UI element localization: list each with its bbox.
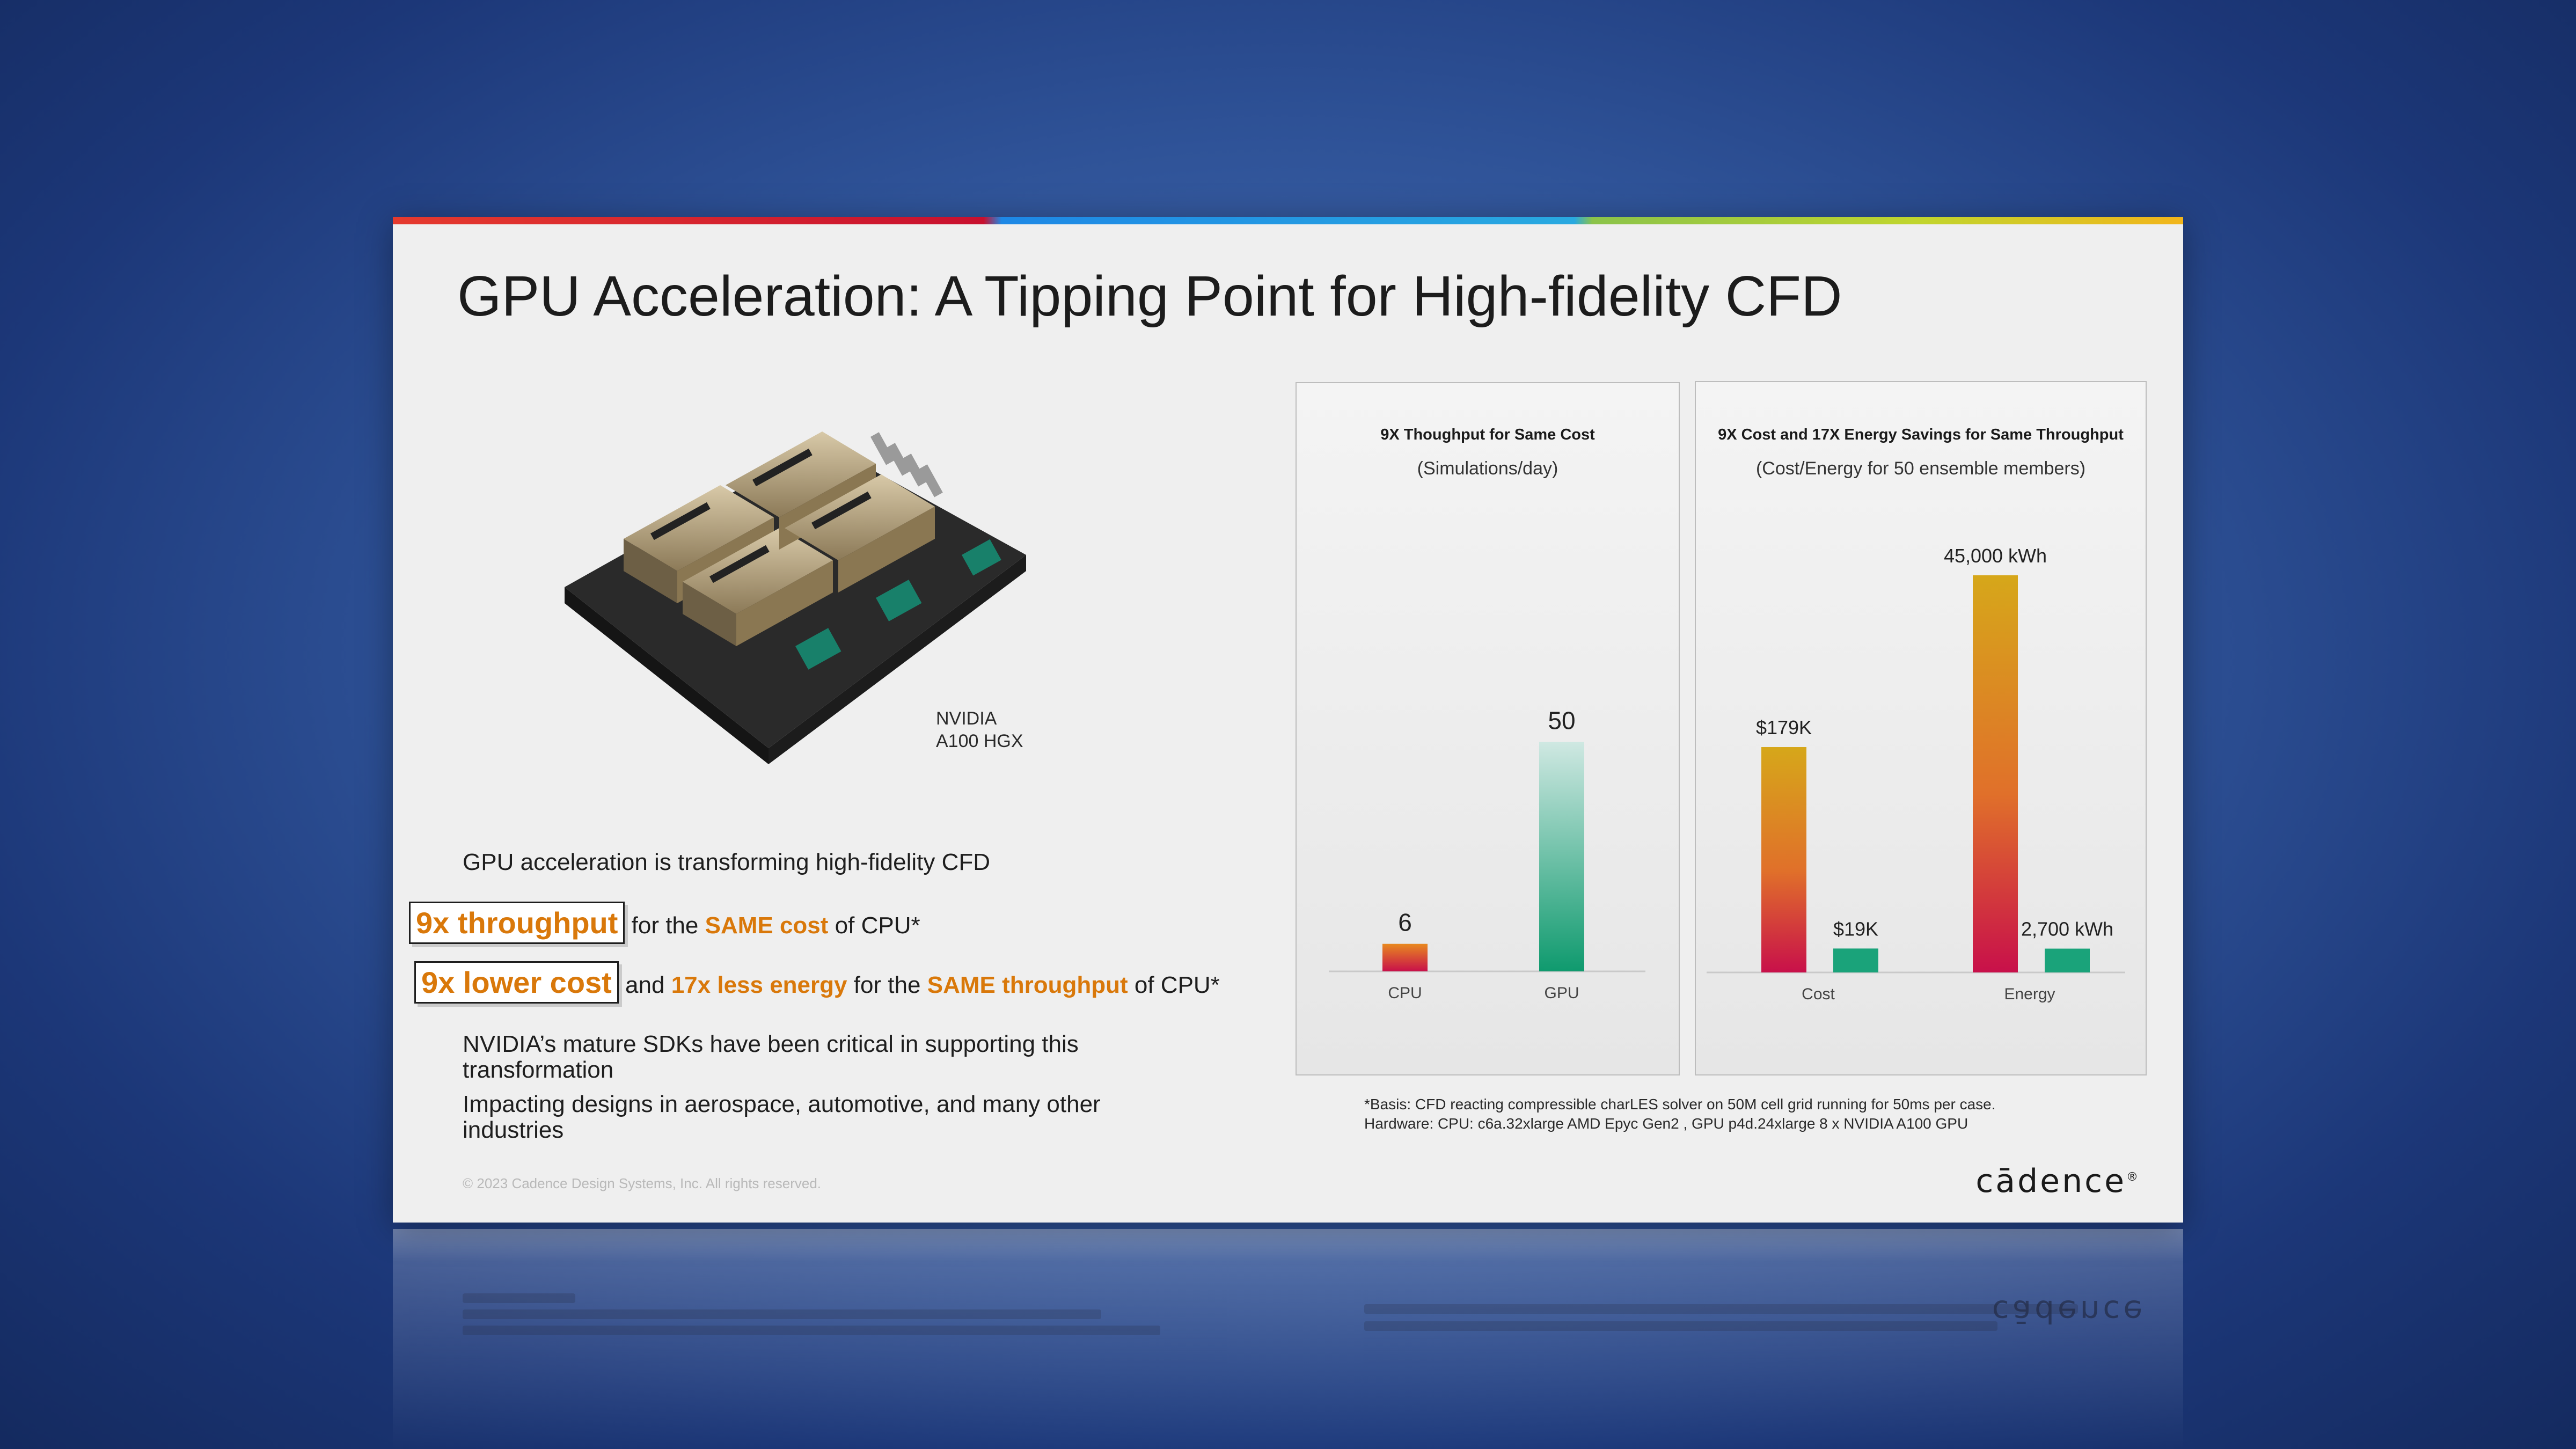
bullet-text: and [625,972,665,998]
gpu-board-image [565,431,1026,764]
footnote: *Basis: CFD reacting compressible charLE… [1364,1095,1996,1133]
bar-cpu [1382,943,1428,971]
bullet-lower-cost: 9x lower cost and 17x less energy for th… [414,961,1220,1004]
reflection-text-blur [1364,1304,2078,1314]
bullet-highlight: SAME throughput [927,972,1128,998]
reflection-text-blur [1364,1321,1997,1331]
bar-value-label: 6 [1398,909,1412,936]
chart-subtitle: (Cost/Energy for 50 ensemble members) [1755,458,2086,479]
category-label: Energy [2004,985,2055,1003]
bar-gpu [1539,742,1584,971]
logo-text: cādence [1975,1162,2126,1200]
reflection-text-blur [463,1309,1101,1319]
bar-energy-cpu [1973,575,2018,972]
lower-cost-highlight-box: 9x lower cost [414,961,619,1004]
bar-cost-cpu [1761,747,1806,972]
bullet-throughput: 9x throughput for the SAME cost of CPU* [409,902,920,944]
slide-reflection: cādence [393,1229,2183,1449]
reflection-text-blur [463,1293,575,1303]
registered-mark: ® [2126,1170,2140,1184]
footnote-line-2: Hardware: CPU: c6a.32xlarge AMD Epyc Gen… [1364,1115,1968,1132]
bullet-text: for the [853,972,921,998]
bar-value-label: 45,000 kWh [1944,545,2047,567]
bar-cost-gpu [1833,948,1878,972]
bullet-text: of CPU* [1134,972,1220,998]
slide: GPU Acceleration: A Tipping Point for Hi… [393,217,2183,1223]
slide-title: GPU Acceleration: A Tipping Point for Hi… [457,265,1842,328]
bullet-highlight: SAME cost [705,912,829,939]
bullet-sdks: NVIDIA’s mature SDKs have been critical … [463,1031,1079,1083]
caption-line-2: A100 HGX [936,731,1023,751]
cadence-logo: cādence® [1975,1162,2140,1200]
throughput-highlight-box: 9x throughput [409,902,625,944]
reflection-glow [393,1229,2183,1261]
category-label: GPU [1544,984,1579,1002]
bullet-text: of CPU* [835,912,920,939]
bar-value-label: 50 [1548,707,1575,735]
bullet-impact: Impacting designs in aerospace, automoti… [463,1091,1101,1143]
category-label: CPU [1388,984,1422,1002]
caption-line-1: NVIDIA [936,708,997,729]
reflection-text-blur [463,1326,1160,1335]
gpu-image-caption: NVIDIA A100 HGX [936,707,1023,752]
bar-value-label: $19K [1833,918,1878,940]
throughput-chart: 6 CPU 50 GPU [1329,707,1645,1002]
category-label: Cost [1802,985,1835,1003]
color-accent-bar [393,217,2183,224]
bar-value-label: 2,700 kWh [2021,918,2113,940]
bullet-highlight: 17x less energy [671,972,847,998]
bullet-transforming: GPU acceleration is transforming high-fi… [463,849,991,875]
bullet-text: for the [631,912,699,939]
footnote-line-1: *Basis: CFD reacting compressible charLE… [1364,1096,1996,1113]
chart-title: 9X Thoughput for Same Cost [1380,426,1595,443]
chart-panel-throughput: 9X Thoughput for Same Cost (Simulations/… [1296,382,1680,1075]
savings-chart: $179K $19K 45,000 kWh 2,700 kWh Cost Energy [1707,545,2125,1003]
chart-panel-savings: 9X Cost and 17X Energy Savings for Same … [1695,381,2147,1075]
chart-title: 9X Cost and 17X Energy Savings for Same … [1718,426,2124,443]
copyright-notice: © 2023 Cadence Design Systems, Inc. All … [463,1175,822,1191]
chart-subtitle: (Simulations/day) [1417,458,1558,479]
bar-value-label: $179K [1756,716,1812,738]
bar-energy-gpu [2045,948,2090,972]
